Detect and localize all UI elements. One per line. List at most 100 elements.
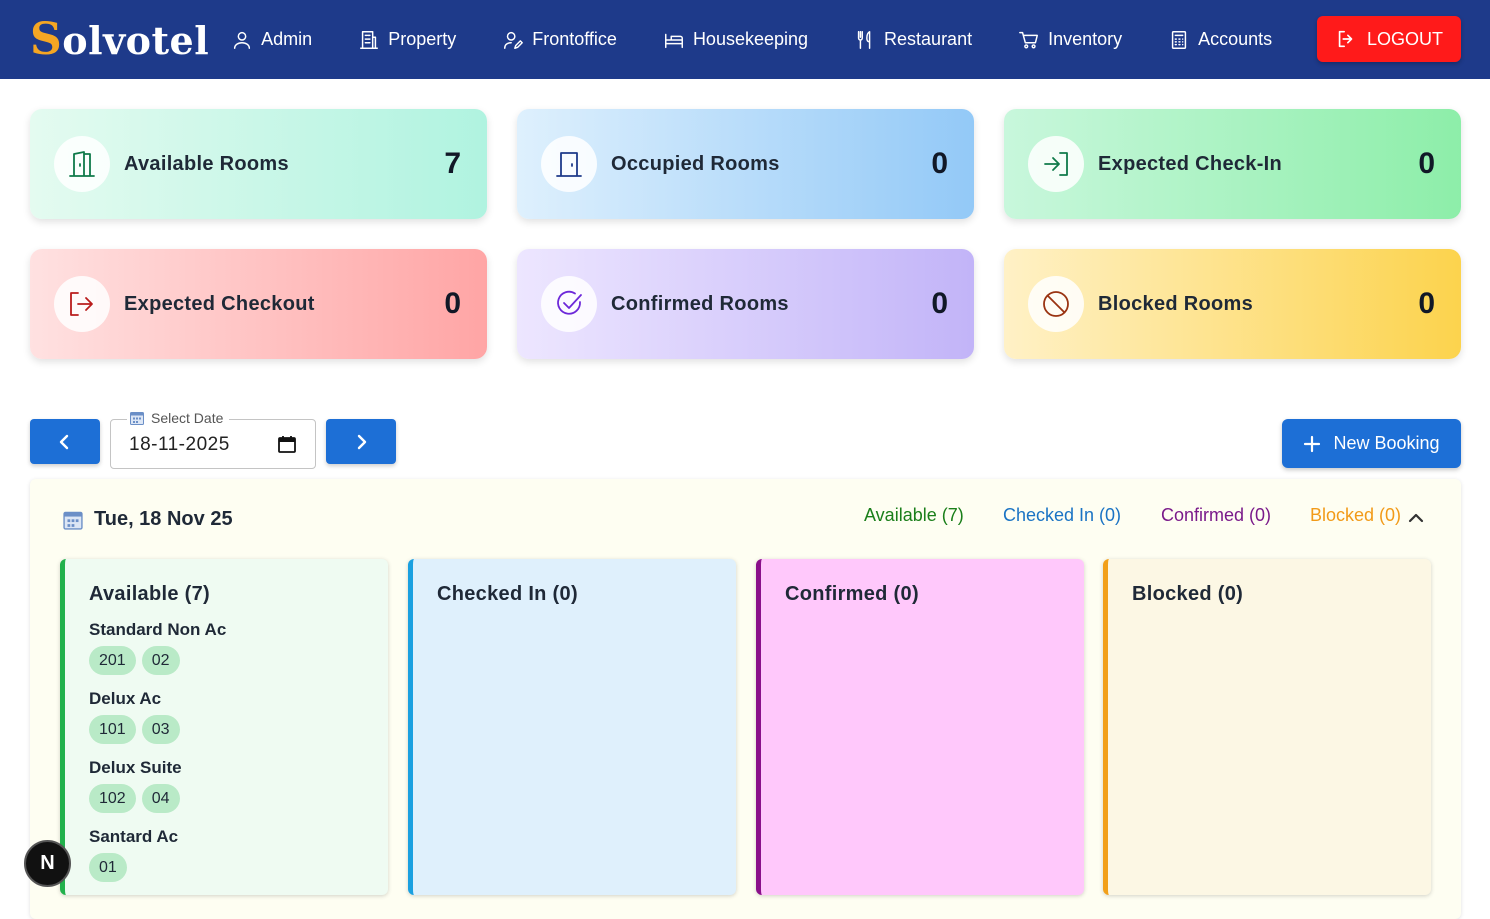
calendar-icon	[130, 412, 144, 425]
logout-label: LOGOUT	[1366, 28, 1443, 49]
block-icon	[1043, 291, 1069, 317]
building-icon	[360, 30, 379, 49]
chevron-right-icon	[357, 434, 367, 449]
stat-icon-wrap	[1028, 276, 1084, 332]
stat-label: Occupied Rooms	[611, 152, 780, 175]
room-chip[interactable]: 01	[89, 853, 127, 882]
nav-admin-label: Admin	[261, 29, 313, 49]
stat-value: 7	[444, 147, 461, 180]
panel-date-heading: Tue, 18 Nov 25	[94, 508, 233, 530]
room-status-panel: Tue, 18 Nov 25 Available (7) Checked In …	[30, 479, 1461, 919]
room-type-name: Delux Suite	[89, 758, 182, 777]
room-type-name: Standard Non Ac	[89, 620, 227, 639]
room-chip[interactable]: 201	[89, 646, 136, 675]
dev-badge-letter: N	[40, 852, 55, 874]
nav-restaurant-label: Restaurant	[884, 29, 973, 49]
logo-text: olvotel	[62, 18, 210, 63]
stat-icon-wrap	[1028, 136, 1084, 192]
nav-property[interactable]: Property	[358, 29, 456, 51]
stat-value: 0	[931, 287, 948, 320]
room-chip[interactable]: 101	[89, 715, 136, 744]
stat-card-expected-checkout[interactable]: Expected Checkout 0	[30, 249, 487, 359]
new-booking-label: New Booking	[1333, 433, 1440, 453]
stat-card-blocked-rooms[interactable]: Blocked Rooms 0	[1004, 249, 1461, 359]
date-picker-label: Select Date	[151, 410, 224, 426]
nav-admin[interactable]: Admin	[231, 29, 312, 51]
room-type-group: Delux Ac 101 03	[89, 689, 388, 744]
room-type-group: Santard Ac 01	[89, 827, 388, 882]
user-icon	[234, 31, 251, 49]
nav-frontoffice-label: Frontoffice	[532, 29, 617, 49]
room-type-name: Delux Ac	[89, 689, 162, 708]
logout-icon	[1338, 30, 1353, 48]
nav-accounts[interactable]: Accounts	[1168, 29, 1272, 51]
filter-available[interactable]: Available (7)	[864, 505, 964, 525]
room-chip[interactable]: 102	[89, 784, 136, 813]
room-type-group: Delux Suite 102 04	[89, 758, 388, 813]
stat-value: 0	[1418, 147, 1435, 180]
filter-confirmed[interactable]: Confirmed (0)	[1161, 505, 1272, 525]
stat-card-expected-check-in[interactable]: Expected Check-In 0	[1004, 109, 1461, 219]
stat-label: Expected Check-In	[1098, 152, 1283, 175]
column-checked-in: Checked In (0)	[408, 559, 736, 895]
stat-card-occupied-rooms[interactable]: Occupied Rooms 0	[517, 109, 974, 219]
nav-restaurant[interactable]: Restaurant	[854, 29, 972, 51]
dev-tools-badge[interactable]: N	[24, 840, 71, 887]
nav-property-label: Property	[388, 29, 457, 49]
calculator-icon	[1171, 30, 1187, 49]
bed-icon	[664, 33, 683, 48]
sign-out-icon	[70, 292, 93, 316]
stat-label: Blocked Rooms	[1098, 292, 1254, 315]
date-picker-field[interactable]: Select Date 18-11-2025	[110, 410, 316, 469]
date-input-value[interactable]: 18-11-2025	[129, 434, 230, 455]
sign-in-icon	[1044, 152, 1068, 176]
room-chip[interactable]: 04	[141, 784, 180, 813]
nav-accounts-label: Accounts	[1198, 29, 1273, 49]
nav-housekeeping-label: Housekeeping	[692, 29, 809, 49]
stat-icon-wrap	[54, 136, 110, 192]
stat-label: Expected Checkout	[124, 292, 315, 315]
stat-icon-wrap	[541, 136, 597, 192]
nav-inventory[interactable]: Inventory	[1018, 29, 1122, 51]
stat-value: 0	[931, 147, 948, 180]
nav-frontoffice[interactable]: Frontoffice	[502, 29, 617, 51]
room-chip[interactable]: 03	[141, 715, 180, 744]
date-picker-legend: Select Date	[127, 410, 230, 426]
room-type-name: Santard Ac	[89, 827, 179, 846]
nav-housekeeping[interactable]: Housekeeping	[663, 29, 808, 51]
stat-icon-wrap	[54, 276, 110, 332]
column-confirmed: Confirmed (0)	[756, 559, 1084, 895]
plus-icon	[1304, 435, 1321, 452]
filter-checked-in[interactable]: Checked In (0)	[1003, 505, 1122, 525]
stat-card-available-rooms[interactable]: Available Rooms 7	[30, 109, 487, 219]
chevron-up-icon[interactable]	[1407, 509, 1425, 527]
column-title: Blocked (0)	[1132, 583, 1244, 605]
door-open-icon	[69, 151, 95, 177]
stat-icon-wrap	[541, 276, 597, 332]
utensils-icon	[857, 30, 871, 49]
nav-inventory-label: Inventory	[1048, 29, 1123, 49]
column-available: Available (7) Standard Non Ac 201 02 Del…	[60, 559, 388, 895]
stat-card-confirmed-rooms[interactable]: Confirmed Rooms 0	[517, 249, 974, 359]
stat-label: Confirmed Rooms	[611, 292, 789, 315]
filter-blocked[interactable]: Blocked (0)	[1310, 505, 1402, 525]
logout-button[interactable]: LOGOUT	[1317, 16, 1461, 62]
next-date-button[interactable]	[326, 419, 396, 464]
panel-header: Tue, 18 Nov 25	[62, 508, 233, 531]
check-circle-icon	[557, 290, 582, 315]
room-type-group: Standard Non Ac 201 02	[89, 620, 388, 675]
column-title: Checked In (0)	[437, 583, 578, 605]
chevron-left-icon	[59, 434, 69, 449]
stat-label: Available Rooms	[124, 152, 289, 175]
column-title: Available (7)	[89, 583, 210, 605]
column-blocked: Blocked (0)	[1103, 559, 1431, 895]
stat-value: 0	[1418, 287, 1435, 320]
logo-initial: S	[30, 14, 63, 65]
room-chip[interactable]: 02	[141, 646, 180, 675]
column-title: Confirmed (0)	[785, 583, 919, 605]
calendar-picker-icon[interactable]	[277, 434, 297, 454]
new-booking-button[interactable]: New Booking	[1282, 419, 1461, 468]
door-closed-icon	[556, 152, 582, 177]
prev-date-button[interactable]	[30, 419, 100, 464]
